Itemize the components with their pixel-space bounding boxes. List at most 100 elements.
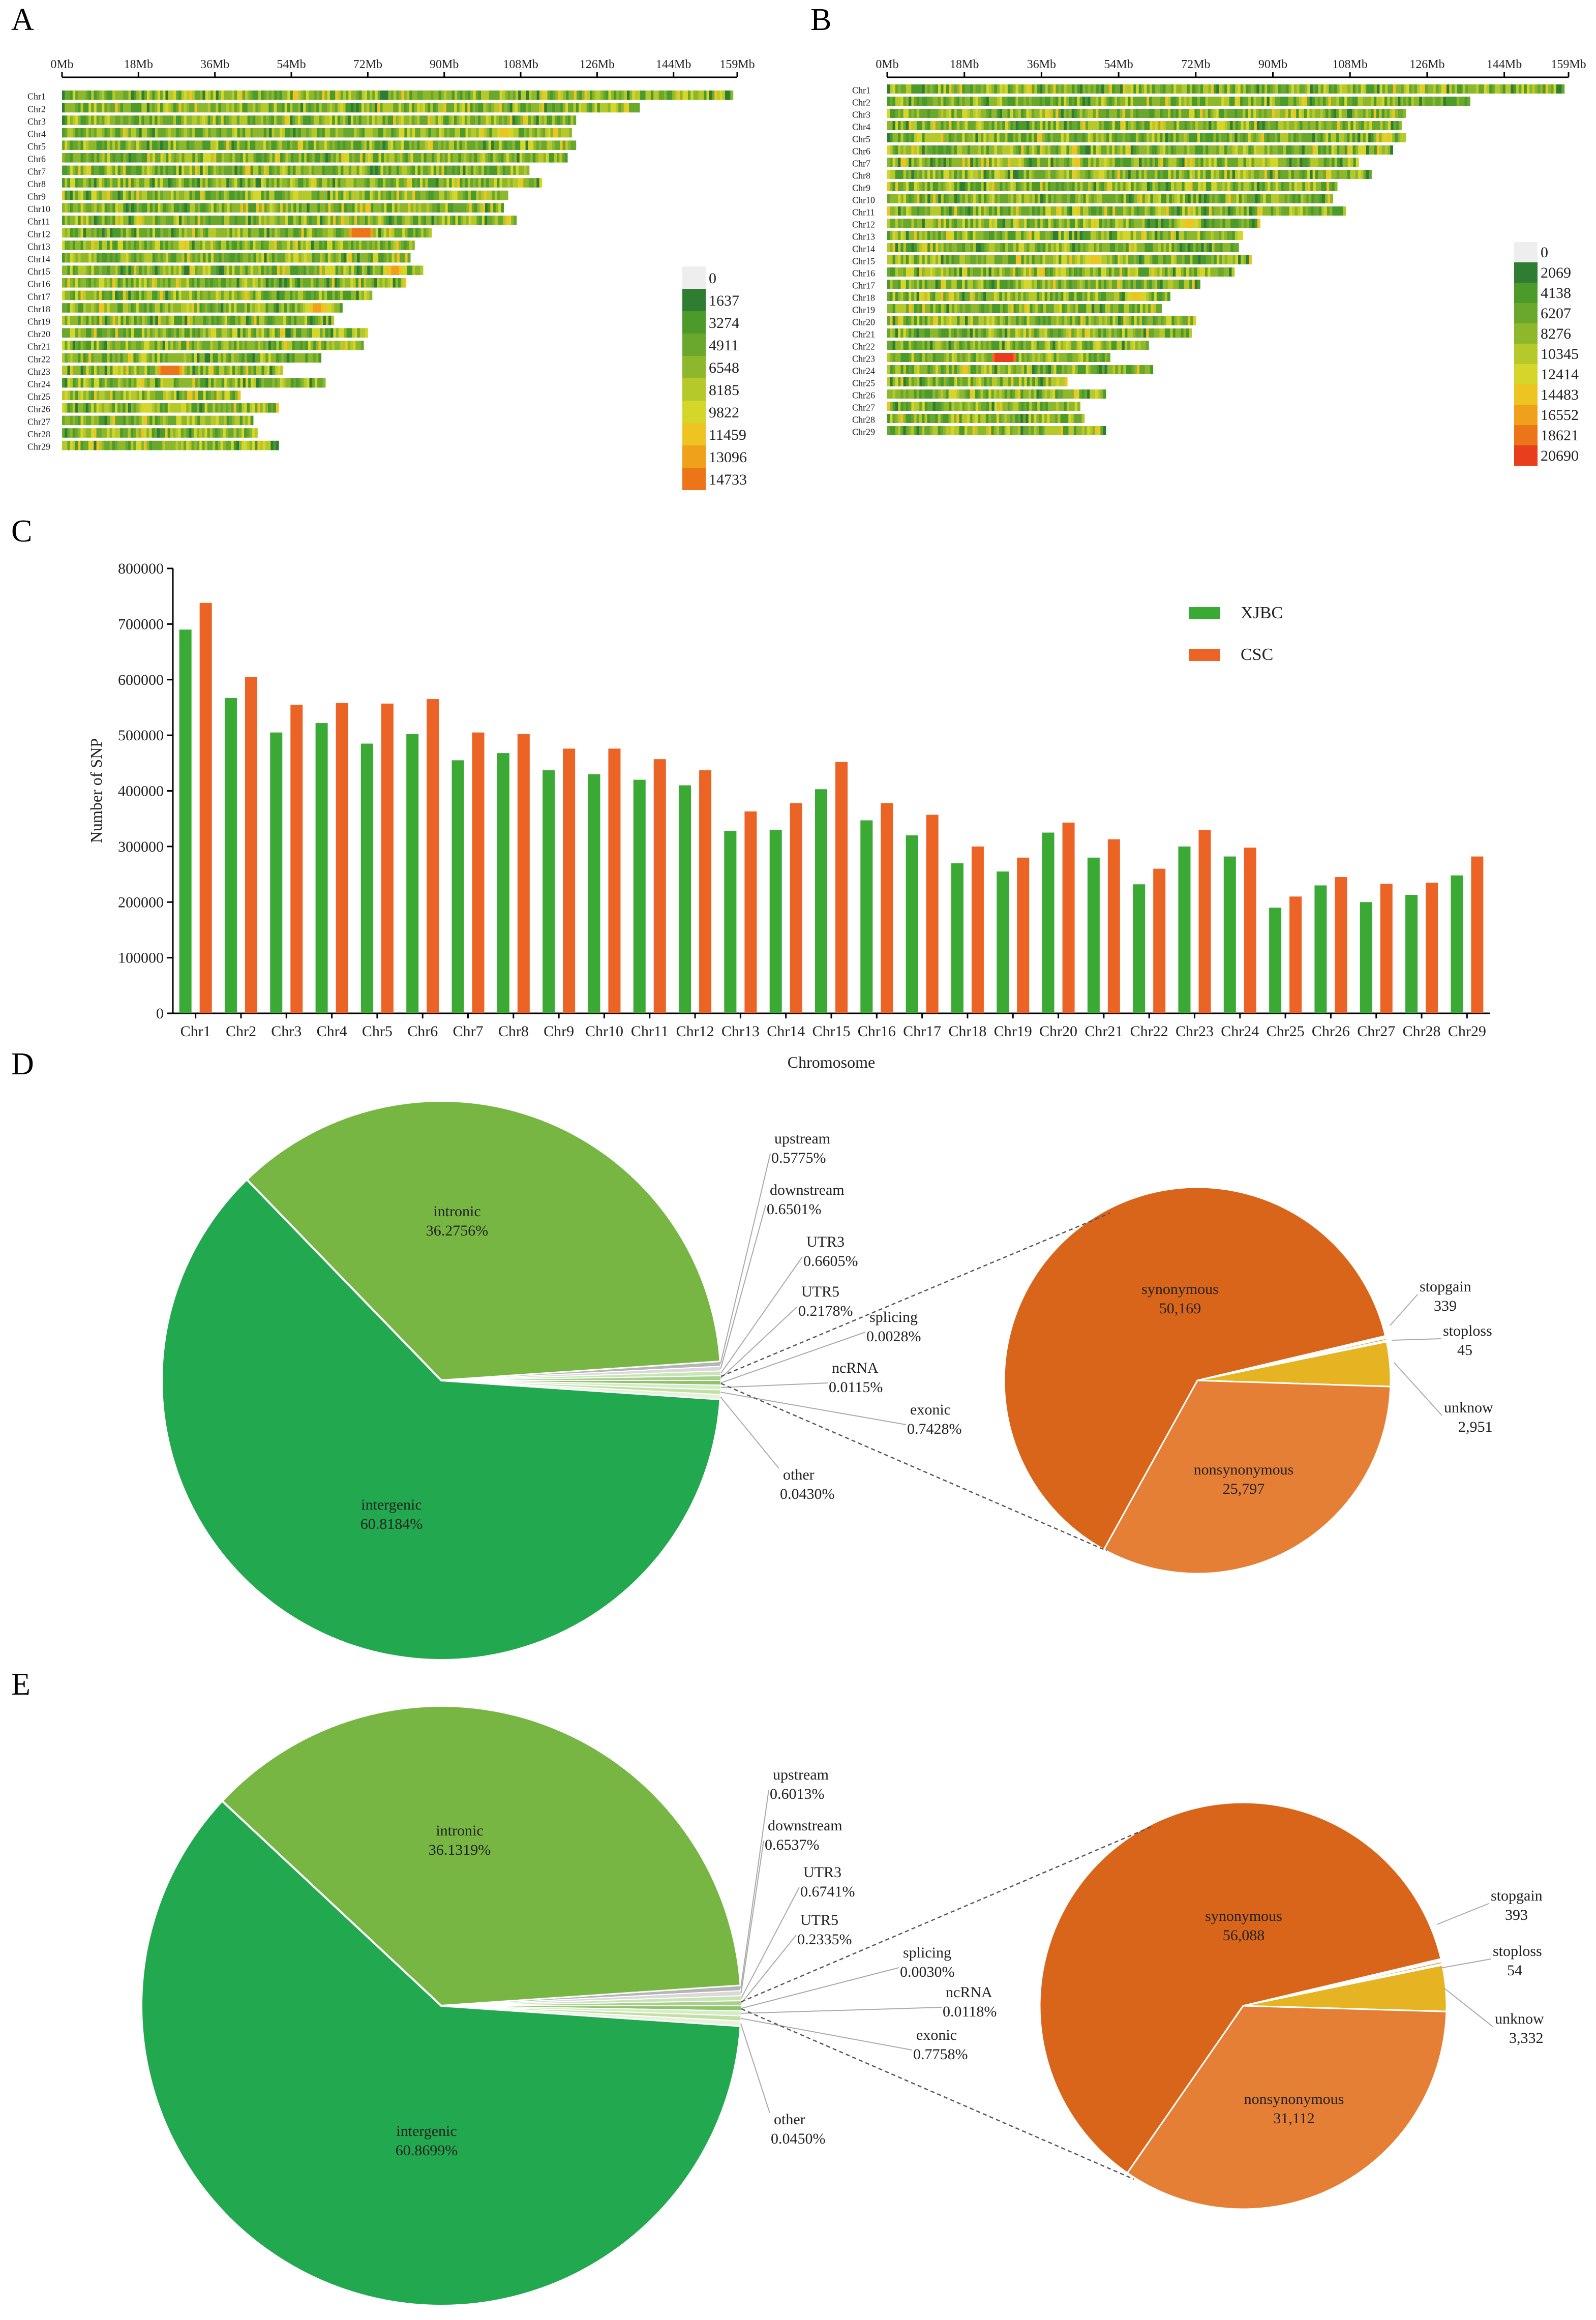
density-cell [1165,97,1168,106]
density-cell [540,153,544,163]
density-cell [121,153,124,163]
density-cell [181,290,185,300]
density-cell [123,165,126,175]
density-cell [890,121,893,130]
density-cell [207,178,211,188]
density-cell [398,278,401,288]
density-cell [1096,121,1099,130]
density-cell [235,390,238,400]
density-cell [210,190,214,200]
density-cell [1422,84,1426,94]
density-cell [115,103,118,113]
density-cell [85,190,89,200]
density-cell [261,265,264,275]
density-cell [205,190,208,200]
density-cell [104,303,108,313]
x-tick-label: 90Mb [1258,58,1287,71]
density-cell [168,278,171,288]
density-cell [115,328,118,338]
density-cell [368,216,371,225]
density-cell [155,165,158,175]
density-cell [1005,84,1008,94]
density-cell [287,115,290,125]
density-cell [431,165,434,175]
density-cell [191,428,195,438]
density-cell [326,278,330,288]
density-cell [1366,97,1369,106]
density-cell [674,91,678,100]
density-cell [1155,121,1158,130]
density-cell [78,378,81,388]
density-cell [165,253,169,263]
density-cell [155,103,158,113]
density-cell [1296,109,1300,118]
density-cell [180,440,184,450]
density-cell [83,216,86,225]
density-cell [513,165,517,175]
density-cell [67,415,71,426]
density-cell [369,103,373,113]
density-cell [1056,109,1059,118]
density-cell [300,190,304,200]
density-cell [1200,121,1204,130]
density-cell [531,140,534,150]
density-cell [1376,109,1379,118]
density-cell [417,178,420,188]
density-cell [171,328,174,338]
density-cell [332,290,336,300]
density-cell [65,165,68,175]
chromosome-label: Chr11 [27,217,50,227]
density-cell [1384,109,1388,118]
density-cell [487,216,491,225]
density-cell [325,253,328,263]
density-cell [1157,121,1161,130]
density-cell [186,278,190,288]
density-cell [1138,97,1142,106]
density-cell [1492,84,1495,94]
density-cell [349,216,352,225]
density-cell [402,203,406,213]
density-cell [454,140,457,150]
density-cell [152,228,156,238]
density-cell [457,103,460,113]
density-cell [78,115,81,125]
density-cell [536,91,540,100]
density-cell [120,190,124,200]
density-cell [260,278,264,288]
density-cell [178,278,182,288]
density-cell [341,165,344,175]
density-cell [951,84,955,94]
density-cell [85,341,89,350]
density-cell [595,91,598,100]
density-cell [147,390,150,400]
density-cell [243,315,247,325]
density-cell [497,178,500,188]
density-cell [136,228,140,238]
density-cell [216,203,220,213]
density-cell [350,103,354,113]
density-cell [101,428,105,438]
density-cell [1214,84,1217,94]
density-cell [192,415,195,426]
density-cell [624,91,627,100]
density-cell [214,378,217,388]
density-cell [226,341,229,350]
density-cell [1269,97,1273,106]
density-cell [173,403,176,413]
density-cell [364,278,367,288]
density-cell [1293,84,1297,94]
density-cell [1037,97,1040,106]
density-cell [978,97,981,106]
density-cell [205,328,209,338]
density-cell [492,190,495,200]
density-cell [70,128,73,138]
density-cell [202,265,206,275]
density-cell [157,91,161,100]
density-cell [265,403,268,413]
density-cell [941,121,944,130]
density-cell [303,115,306,125]
density-cell [115,253,118,263]
density-cell [303,341,306,350]
density-cell [1411,97,1414,106]
density-cell [440,140,444,150]
